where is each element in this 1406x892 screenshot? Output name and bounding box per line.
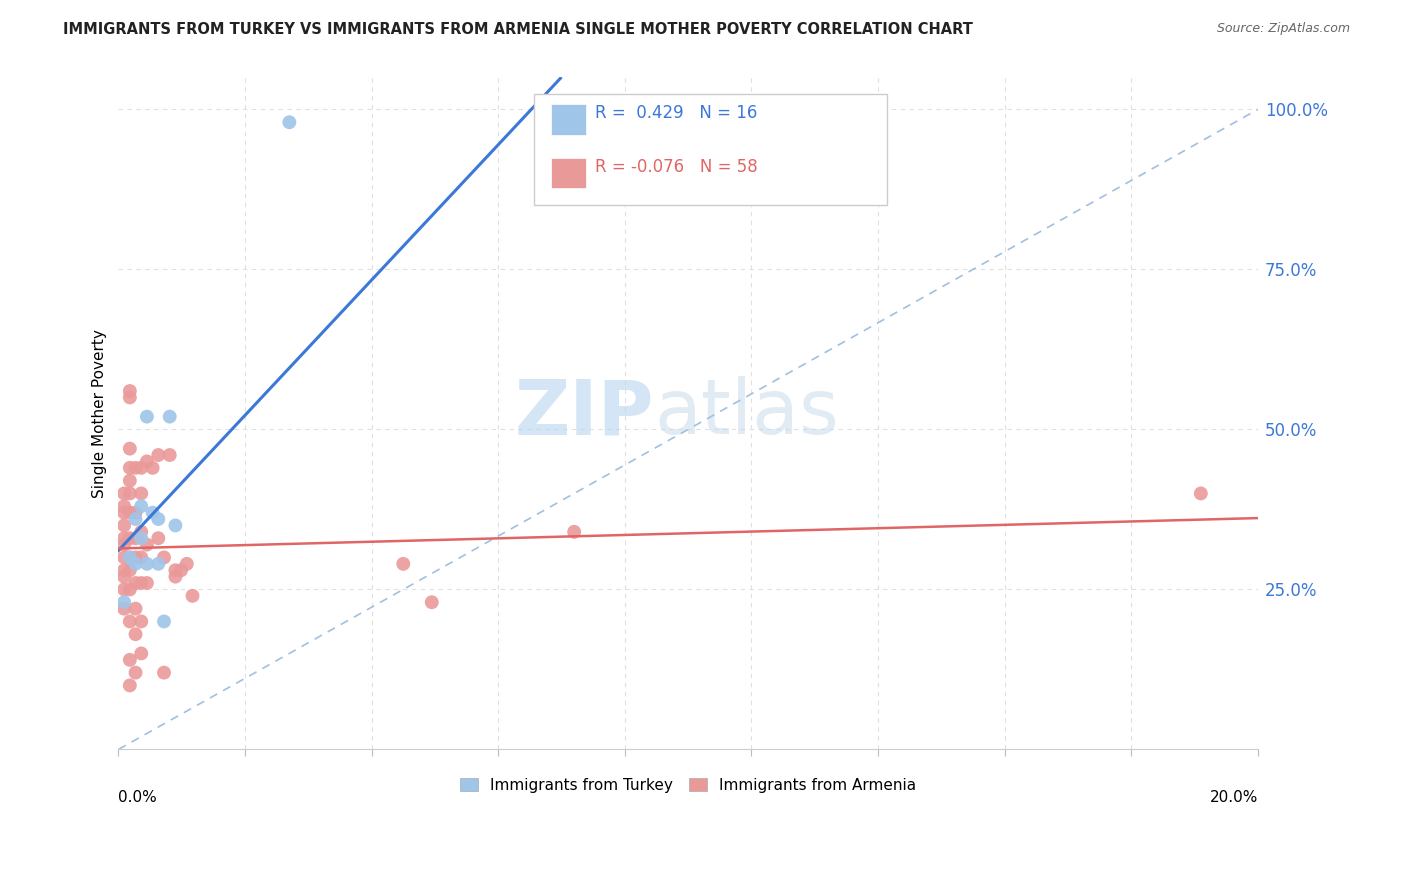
Point (118, 460, 141, 475)
FancyBboxPatch shape (534, 95, 887, 205)
Point (112, 486, 135, 500)
Point (124, 550, 146, 565)
Point (420, 595, 443, 609)
Point (148, 448, 170, 462)
Text: 0.0%: 0.0% (118, 789, 157, 805)
Point (142, 460, 165, 475)
Text: Source: ZipAtlas.com: Source: ZipAtlas.com (1216, 22, 1350, 36)
Point (176, 557, 198, 571)
Point (124, 531, 146, 545)
Point (135, 454, 157, 468)
Point (278, 115, 301, 129)
Point (118, 531, 141, 545)
Point (159, 409, 181, 424)
Point (118, 384, 141, 398)
Point (118, 653, 141, 667)
Point (112, 601, 135, 615)
Point (153, 615, 176, 629)
Point (135, 538, 157, 552)
Point (118, 391, 141, 405)
Point (124, 506, 146, 520)
Point (153, 550, 176, 565)
Legend: Immigrants from Turkey, Immigrants from Armenia: Immigrants from Turkey, Immigrants from … (454, 772, 922, 799)
Point (124, 665, 146, 680)
Point (148, 512, 170, 526)
Point (129, 524, 152, 539)
Point (118, 474, 141, 488)
Point (165, 563, 187, 577)
Point (1189, 486, 1212, 500)
Point (124, 512, 146, 526)
FancyBboxPatch shape (551, 104, 585, 135)
Point (112, 531, 135, 545)
Point (118, 550, 141, 565)
Point (562, 524, 585, 539)
Point (124, 460, 146, 475)
Point (112, 518, 135, 533)
Point (129, 615, 152, 629)
Y-axis label: Single Mother Poverty: Single Mother Poverty (93, 329, 107, 498)
Point (112, 569, 135, 583)
Point (129, 531, 152, 545)
Point (112, 550, 135, 565)
Point (112, 582, 135, 597)
Point (129, 500, 152, 514)
Point (135, 557, 157, 571)
Point (124, 576, 146, 591)
Text: R = -0.076   N = 58: R = -0.076 N = 58 (595, 158, 758, 176)
Point (124, 557, 146, 571)
Point (148, 557, 170, 571)
Point (181, 589, 204, 603)
FancyBboxPatch shape (551, 158, 585, 188)
Point (112, 595, 135, 609)
Point (118, 442, 141, 456)
Point (124, 627, 146, 641)
Point (165, 569, 187, 583)
Point (592, 103, 614, 117)
Point (118, 550, 141, 565)
Point (118, 506, 141, 520)
Point (118, 615, 141, 629)
Point (159, 448, 181, 462)
Point (129, 550, 152, 565)
Point (118, 486, 141, 500)
Point (165, 518, 187, 533)
Point (112, 506, 135, 520)
Point (129, 486, 152, 500)
Text: ZIP: ZIP (515, 376, 654, 450)
Point (135, 576, 157, 591)
Text: IMMIGRANTS FROM TURKEY VS IMMIGRANTS FROM ARMENIA SINGLE MOTHER POVERTY CORRELAT: IMMIGRANTS FROM TURKEY VS IMMIGRANTS FRO… (63, 22, 973, 37)
Point (112, 500, 135, 514)
Point (153, 665, 176, 680)
Point (118, 678, 141, 692)
Point (112, 563, 135, 577)
Point (148, 531, 170, 545)
Point (142, 506, 165, 520)
Point (118, 563, 141, 577)
Point (170, 563, 193, 577)
Text: 20.0%: 20.0% (1209, 789, 1258, 805)
Point (135, 409, 157, 424)
Point (129, 647, 152, 661)
Text: R =  0.429   N = 16: R = 0.429 N = 16 (595, 104, 756, 122)
Point (124, 601, 146, 615)
Point (129, 576, 152, 591)
Point (129, 460, 152, 475)
Text: atlas: atlas (654, 376, 839, 450)
Point (118, 582, 141, 597)
Point (112, 538, 135, 552)
Point (392, 557, 415, 571)
